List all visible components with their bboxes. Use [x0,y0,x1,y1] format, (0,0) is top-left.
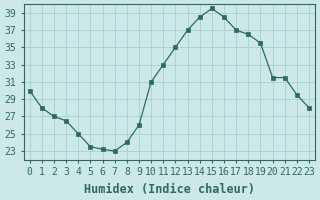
X-axis label: Humidex (Indice chaleur): Humidex (Indice chaleur) [84,183,255,196]
